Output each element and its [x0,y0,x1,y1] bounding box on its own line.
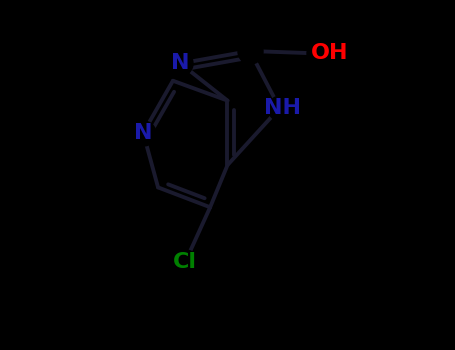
Text: NH: NH [263,98,301,118]
Text: N: N [134,123,152,143]
Text: Cl: Cl [173,252,197,272]
Text: N: N [171,54,190,74]
Text: OH: OH [310,43,348,63]
